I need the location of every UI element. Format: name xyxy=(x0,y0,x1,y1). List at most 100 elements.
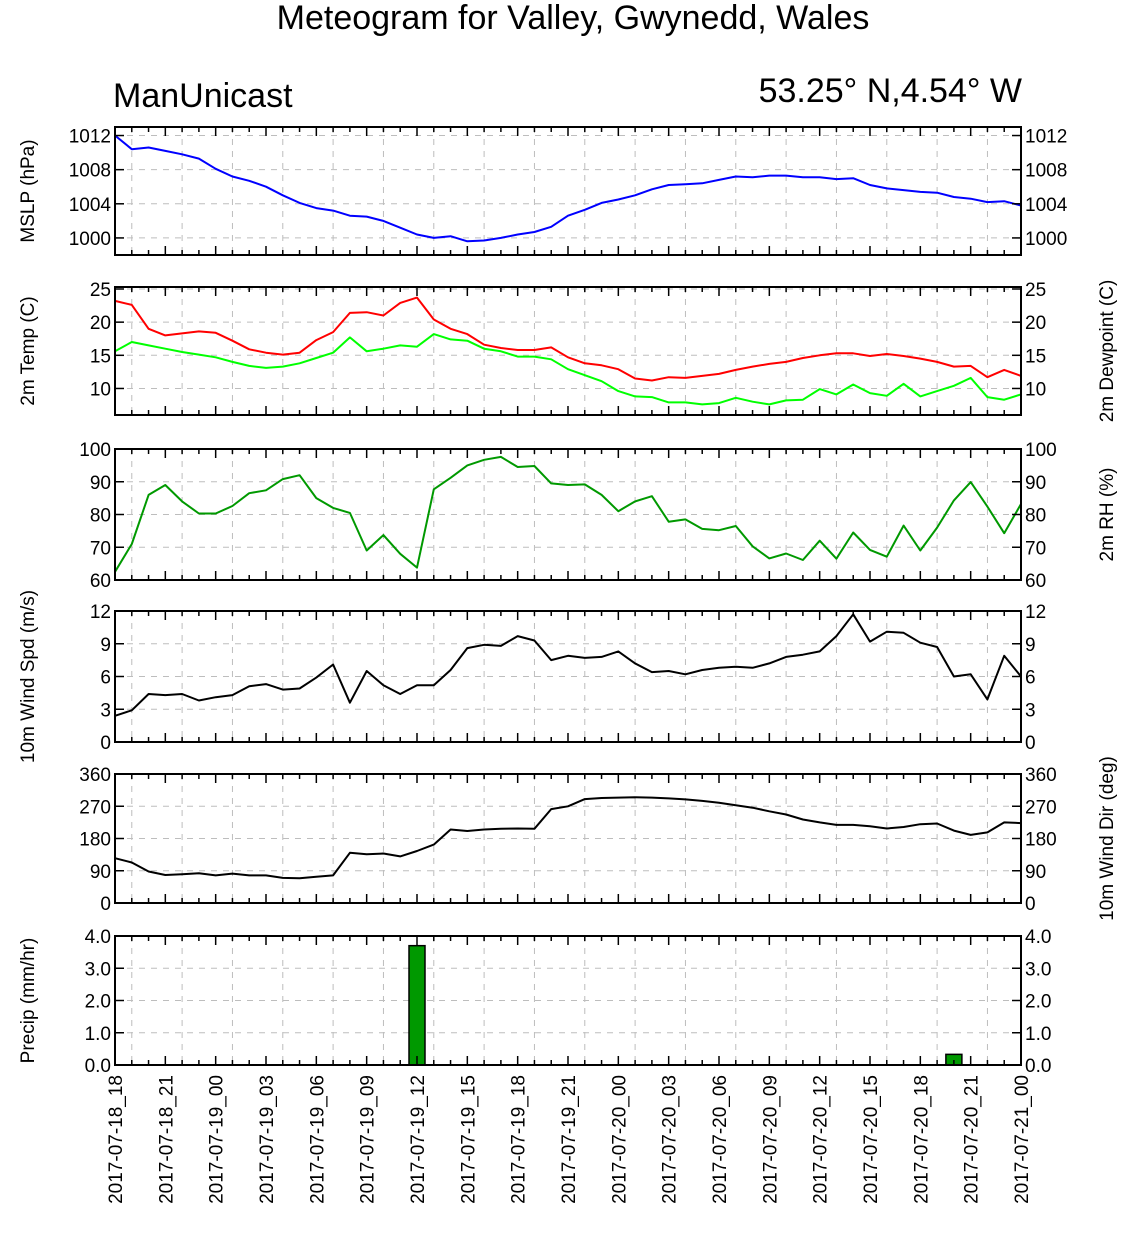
wdir-ylabel-right: 10m Wind Dir (deg) xyxy=(1097,756,1118,921)
x-tick-label: 2017-07-19_15 xyxy=(458,1075,479,1204)
x-tick-label: 2017-07-20_00 xyxy=(609,1075,630,1204)
temp-series-2-line xyxy=(114,333,1022,406)
mslp-ytick-label-left: 1004 xyxy=(69,195,112,216)
x-tick-label: 2017-07-20_09 xyxy=(760,1075,781,1204)
x-tick-label: 2017-07-20_06 xyxy=(710,1075,731,1204)
wspd-ytick-label-left: 12 xyxy=(90,602,111,623)
mslp-frame xyxy=(114,126,1022,256)
wspd-ytick-label-right: 6 xyxy=(1025,668,1036,689)
temp-ytick-label-left: 10 xyxy=(90,379,111,400)
location-coords: 53.25° N,4.54° W xyxy=(759,72,1022,110)
wdir-ytick-label-left: 360 xyxy=(79,765,111,786)
wdir-ytick-label-left: 90 xyxy=(90,862,111,883)
rh-ytick-label-left: 60 xyxy=(90,571,111,592)
wspd-ytick-label-left: 9 xyxy=(100,635,111,656)
precip-ylabel-left: Precip (mm/hr) xyxy=(18,938,39,1064)
mslp-ytick-label-right: 1004 xyxy=(1025,195,1068,216)
wdir-ytick-label-right: 90 xyxy=(1025,862,1046,883)
x-tick-label: 2017-07-19_06 xyxy=(307,1075,328,1204)
x-tick-label: 2017-07-20_03 xyxy=(660,1075,681,1204)
wspd-ytick-label-right: 0 xyxy=(1025,733,1036,754)
rh-ytick-label-right: 90 xyxy=(1025,473,1046,494)
x-tick-label: 2017-07-20_21 xyxy=(962,1075,983,1204)
x-tick-label: 2017-07-18_18 xyxy=(106,1075,127,1204)
x-tick-label: 2017-07-19_12 xyxy=(408,1075,429,1204)
x-tick-label: 2017-07-21_00 xyxy=(1012,1075,1033,1204)
temp-panel: 10 10 15 15 20 20 25 25 2m Temp (C) 2m Dewpoint (… xyxy=(18,280,1118,423)
rh-ytick-label-left: 80 xyxy=(90,506,111,527)
precip-ytick-label-left: 1.0 xyxy=(85,1024,111,1045)
wdir-ytick-label-right: 270 xyxy=(1025,797,1057,818)
temp-ytick-label-right: 25 xyxy=(1025,280,1046,301)
mslp-series-1-line xyxy=(114,134,1022,243)
model-name: ManUnicast xyxy=(113,77,293,115)
temp-ylabel-left: 2m Temp (C) xyxy=(18,296,39,405)
x-axis-labels: 2017-07-18_18 2017-07-18_21 2017-07-19_00 2… xyxy=(106,1075,1033,1204)
rh-ytick-label-left: 70 xyxy=(90,538,111,559)
precip-ytick-label-right: 1.0 xyxy=(1025,1024,1051,1045)
chart-title: Meteogram for Valley, Gwynedd, Wales xyxy=(277,0,870,37)
precip-ytick-label-left: 3.0 xyxy=(85,959,111,980)
wdir-ytick-label-right: 180 xyxy=(1025,830,1057,851)
wspd-ytick-label-right: 3 xyxy=(1025,700,1036,721)
mslp-ylabel-left: MSLP (hPa) xyxy=(18,139,39,242)
temp-ytick-label-left: 25 xyxy=(90,280,111,301)
wdir-ytick-label-left: 0 xyxy=(100,894,111,915)
wspd-ylabel-left: 10m Wind Spd (m/s) xyxy=(18,590,39,763)
wdir-ytick-label-left: 270 xyxy=(79,797,111,818)
wdir-ytick-label-left: 180 xyxy=(79,830,111,851)
wdir-series-1-line xyxy=(114,796,1022,880)
wdir-ytick-label-right: 0 xyxy=(1025,894,1036,915)
temp-ytick-label-right: 10 xyxy=(1025,379,1046,400)
mslp-ytick-label-right: 1008 xyxy=(1025,161,1067,182)
mslp-ytick-label-left: 1012 xyxy=(69,127,111,148)
x-tick-label: 2017-07-19_03 xyxy=(257,1075,278,1204)
rh-ytick-label-left: 100 xyxy=(79,440,111,461)
precip-panel: 0.0 0.0 1.0 1.0 2.0 2.0 3.0 3.0 4.0 4.0 Precip (mm… xyxy=(18,927,1051,1077)
precip-ytick-label-left: 2.0 xyxy=(85,992,111,1013)
x-tick-label: 2017-07-18_21 xyxy=(156,1075,177,1204)
precip-ytick-label-right: 0.0 xyxy=(1025,1056,1051,1077)
wspd-ytick-label-left: 0 xyxy=(100,733,111,754)
rh-ytick-label-right: 60 xyxy=(1025,571,1046,592)
wspd-ytick-label-left: 6 xyxy=(100,668,111,689)
temp-ytick-label-left: 15 xyxy=(90,346,111,367)
wspd-panel: 0 0 3 3 6 6 9 9 12 12 10m Wind Spd (m/s) xyxy=(18,590,1046,763)
temp-ytick-label-right: 20 xyxy=(1025,313,1046,334)
x-tick-label: 2017-07-20_18 xyxy=(911,1075,932,1204)
temp-ylabel-right: 2m Dewpoint (C) xyxy=(1097,280,1118,423)
mslp-ytick-label-right: 1000 xyxy=(1025,229,1067,250)
precip-ytick-label-right: 3.0 xyxy=(1025,959,1051,980)
wspd-ytick-label-left: 3 xyxy=(100,700,111,721)
temp-ytick-label-left: 20 xyxy=(90,313,111,334)
rh-ylabel-right: 2m RH (%) xyxy=(1097,468,1118,562)
wdir-ytick-label-right: 360 xyxy=(1025,765,1057,786)
precip-ytick-label-left: 0.0 xyxy=(85,1056,111,1077)
rh-ytick-label-right: 100 xyxy=(1025,440,1057,461)
x-tick-label: 2017-07-20_12 xyxy=(811,1075,832,1204)
precip-ytick-label-right: 2.0 xyxy=(1025,992,1051,1013)
x-tick-label: 2017-07-19_18 xyxy=(509,1075,530,1204)
mslp-ytick-label-left: 1008 xyxy=(69,161,111,182)
rh-series-1-line xyxy=(114,455,1022,573)
mslp-ytick-label-left: 1000 xyxy=(69,229,111,250)
x-tick-label: 2017-07-19_00 xyxy=(207,1075,228,1204)
precip-bar xyxy=(408,944,426,1066)
x-tick-label: 2017-07-20_15 xyxy=(861,1075,882,1204)
temp-series-1-line xyxy=(114,296,1022,382)
precip-ytick-label-left: 4.0 xyxy=(85,927,111,948)
rh-ytick-label-right: 80 xyxy=(1025,506,1046,527)
x-tick-label: 2017-07-19_21 xyxy=(559,1075,580,1204)
rh-ytick-label-right: 70 xyxy=(1025,538,1046,559)
wspd-series-1-line xyxy=(114,613,1022,717)
wspd-ytick-label-right: 9 xyxy=(1025,635,1036,656)
wspd-ytick-label-right: 12 xyxy=(1025,602,1046,623)
mslp-panel: 1000 1000 1004 1004 1008 1008 1012 1012 MSLP (hP… xyxy=(18,126,1068,256)
precip-ytick-label-right: 4.0 xyxy=(1025,927,1051,948)
rh-panel: 60 60 70 70 80 80 90 90 100 100 2m RH (%) xyxy=(79,440,1118,592)
wdir-panel: 0 0 90 90 180 180 270 270 360 360 10m Wind Dir (de… xyxy=(79,756,1118,921)
x-tick-label: 2017-07-19_09 xyxy=(358,1075,379,1204)
temp-ytick-label-right: 15 xyxy=(1025,346,1046,367)
mslp-ytick-label-right: 1012 xyxy=(1025,127,1067,148)
